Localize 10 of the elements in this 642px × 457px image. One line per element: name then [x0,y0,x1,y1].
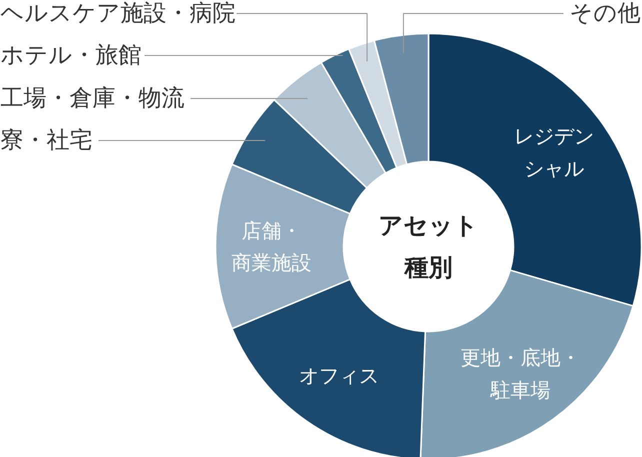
slice-label: ヘルスケア施設・病院 [0,0,236,26]
slice-label: ホテル・旅館 [0,42,142,68]
slice-label: 寮・社宅 [0,128,92,154]
slice-label: レジデンシャル [514,124,594,180]
slice-label: 店舗・商業施設 [232,218,312,275]
text: アセット種別 [378,212,478,282]
slice-label: オフィス [299,364,380,388]
slice-label: 工場・倉庫・物流 [0,86,184,112]
slice-label: その他 [570,0,640,26]
slice-label: 更地・底地・駐車場 [460,346,580,402]
